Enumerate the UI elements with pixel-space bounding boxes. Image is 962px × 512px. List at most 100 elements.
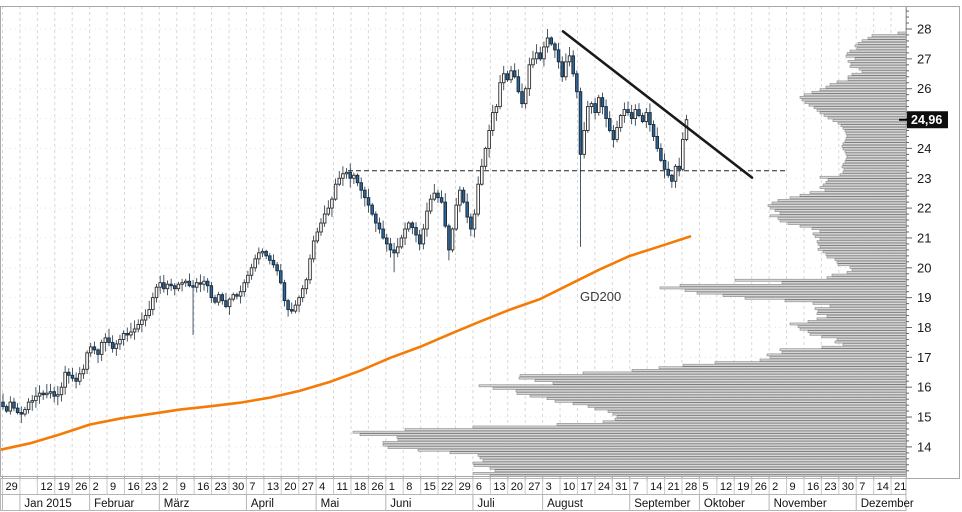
week-label[interactable]: 19: [58, 481, 70, 493]
week-label[interactable]: 19: [737, 481, 749, 493]
volume-bar: [546, 397, 906, 400]
candle-down: [205, 280, 210, 287]
month-label[interactable]: Oktober: [704, 498, 745, 510]
candle-up: [564, 61, 568, 78]
week-label[interactable]: 16: [197, 481, 209, 493]
week-label[interactable]: 12: [720, 481, 732, 493]
month-label[interactable]: November: [774, 498, 827, 510]
month-label[interactable]: März: [164, 498, 190, 510]
candle-up: [633, 109, 638, 120]
price-tick-label: 14: [917, 439, 931, 454]
month-label[interactable]: Jan 2015: [24, 498, 71, 510]
week-label[interactable]: 14: [650, 481, 662, 493]
week-label[interactable]: 26: [755, 481, 767, 493]
week-label[interactable]: 5: [702, 481, 708, 493]
candle-up: [165, 283, 170, 290]
week-label[interactable]: 10: [563, 481, 575, 493]
candle-down: [670, 174, 674, 182]
week-label[interactable]: 30: [232, 481, 244, 493]
candle-up: [114, 343, 119, 349]
week-label[interactable]: 13: [267, 481, 279, 493]
volume-bar: [382, 443, 906, 447]
week-label[interactable]: 20: [284, 481, 296, 493]
month-label[interactable]: Februar: [94, 498, 134, 510]
week-label[interactable]: 2: [162, 481, 168, 493]
week-label[interactable]: 16: [127, 481, 139, 493]
week-label[interactable]: 6: [476, 481, 482, 493]
week-label[interactable]: 28: [685, 481, 697, 493]
candle-up: [586, 106, 590, 131]
week-label[interactable]: 23: [824, 481, 836, 493]
volume-bar: [759, 358, 906, 362]
month-label[interactable]: Dezember: [861, 498, 914, 510]
month-label[interactable]: August: [547, 498, 584, 510]
week-label[interactable]: 2: [93, 481, 99, 493]
week-label[interactable]: 9: [790, 481, 796, 493]
candle-up: [501, 73, 506, 84]
week-label[interactable]: 29: [6, 481, 18, 493]
gd200-moving-average-line: [0, 235, 692, 452]
time-axis[interactable]: 29 12 19 26 2 9 16 23 2 9 16 23 30 7 13 20 27 4 11 18 26 1 8 15…: [0, 477, 914, 511]
month-label[interactable]: Juli: [477, 498, 494, 510]
candle-up: [450, 228, 455, 251]
volume-bar: [819, 88, 906, 91]
candle-down: [173, 285, 177, 290]
week-label[interactable]: 29: [459, 481, 471, 493]
month-label[interactable]: Juni: [390, 498, 411, 510]
price-axis[interactable]: 28 27 26 24 23 22 21 20 19 18 17 16 15 14: [906, 6, 960, 479]
volume-bar: [616, 415, 906, 418]
month-label[interactable]: September: [634, 498, 690, 510]
week-label[interactable]: 7: [633, 481, 639, 493]
candle-up: [487, 130, 491, 149]
week-label[interactable]: 4: [319, 481, 325, 493]
week-label[interactable]: 7: [859, 481, 865, 493]
month-label[interactable]: Mai: [321, 498, 340, 510]
week-label[interactable]: 2: [772, 481, 778, 493]
week-label[interactable]: 26: [371, 481, 383, 493]
volume-bar: [845, 157, 906, 161]
week-label[interactable]: 16: [807, 481, 819, 493]
week-label[interactable]: 21: [668, 481, 680, 493]
week-label[interactable]: 23: [215, 481, 227, 493]
candle-down: [107, 337, 111, 343]
week-label[interactable]: 20: [511, 481, 523, 493]
week-label[interactable]: 11: [337, 481, 348, 493]
week-label[interactable]: 21: [894, 481, 906, 493]
week-label[interactable]: 9: [180, 481, 186, 493]
week-label[interactable]: 13: [493, 481, 505, 493]
candle-down: [410, 222, 415, 228]
week-label[interactable]: 24: [598, 481, 610, 493]
candle-down: [209, 285, 214, 299]
volume-bar: [614, 417, 906, 421]
week-label[interactable]: 9: [110, 481, 116, 493]
week-label[interactable]: 12: [40, 481, 52, 493]
volume-bar: [472, 425, 906, 429]
candle-down: [575, 73, 579, 93]
week-label[interactable]: 17: [580, 481, 592, 493]
month-label[interactable]: April: [251, 498, 274, 510]
week-label[interactable]: 22: [441, 481, 453, 493]
week-label[interactable]: 31: [615, 481, 627, 493]
price-tick-label: 20: [917, 260, 931, 275]
week-label[interactable]: 30: [842, 481, 854, 493]
week-label[interactable]: 26: [75, 481, 87, 493]
candle-up: [684, 119, 689, 140]
week-label[interactable]: 8: [406, 481, 412, 493]
week-label[interactable]: 18: [354, 481, 366, 493]
volume-bar: [871, 34, 906, 37]
candle-down: [282, 282, 287, 302]
week-label[interactable]: 27: [528, 481, 540, 493]
week-label[interactable]: 1: [389, 481, 395, 493]
candle-up: [293, 304, 298, 312]
week-label[interactable]: 14: [877, 481, 889, 493]
volume-bar: [832, 119, 906, 122]
candle-up: [103, 337, 108, 343]
week-label[interactable]: 15: [424, 481, 436, 493]
week-label[interactable]: 7: [249, 481, 255, 493]
week-label[interactable]: 3: [546, 481, 552, 493]
week-label[interactable]: 27: [302, 481, 314, 493]
week-label[interactable]: 23: [145, 481, 157, 493]
candle-down: [169, 283, 173, 287]
